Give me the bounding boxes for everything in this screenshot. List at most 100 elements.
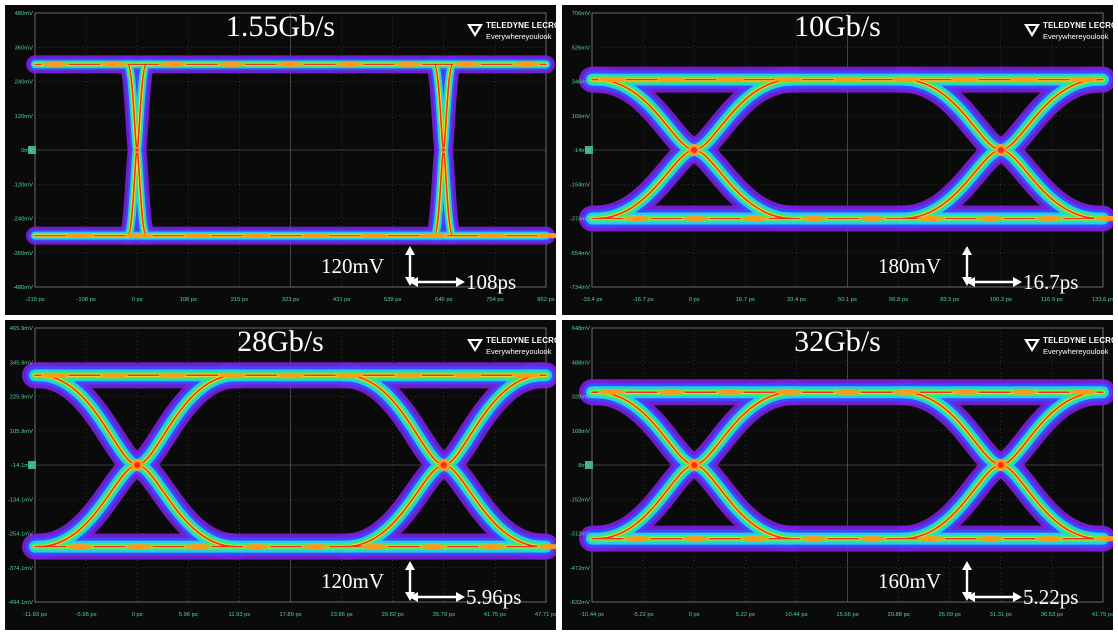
y-tick-label: -254.1mV — [8, 532, 33, 538]
data-rate-title: 28Gb/s — [237, 325, 324, 358]
hot-spot — [217, 61, 246, 67]
hot-spot — [301, 233, 330, 239]
y-tick-label: -152mV — [570, 497, 590, 503]
hot-spot — [41, 61, 69, 67]
hot-spot — [537, 233, 556, 239]
y-tick-label: 345.9mV — [10, 360, 33, 366]
y-tick-label: 168mV — [572, 429, 591, 435]
hot-spot — [917, 216, 946, 221]
arrow-head — [405, 246, 415, 255]
hot-spot — [335, 372, 364, 378]
scale-arrows — [962, 561, 1022, 602]
y-tick-labels: 480mV 360mV 240mV 120mV 0mV -120mV -240mV -360m… — [13, 11, 33, 291]
x-tick-label: 50.1 ps — [838, 297, 857, 303]
hot-spot — [537, 544, 556, 550]
x-tick-label: 323 ps — [282, 297, 300, 303]
hot-spot — [623, 536, 651, 542]
arrow-head — [966, 592, 975, 602]
hot-spot — [419, 233, 448, 239]
hot-spot — [892, 389, 921, 395]
teledyne-lecroy-logo: TELEDYNE LECROY Everywhereyoulook — [1023, 19, 1113, 47]
eye-panel-3: 465.9mV 345.9mV 225.9mV 105.9mV -14.1mV -134.… — [5, 320, 556, 630]
hot-spot — [512, 61, 540, 67]
eye-traces — [22, 362, 556, 560]
hot-spot — [858, 536, 887, 542]
y-tick-label: 105.9mV — [10, 429, 33, 435]
eye-traces — [579, 379, 1113, 552]
hot-spot — [1069, 389, 1097, 395]
hot-spot — [681, 216, 710, 221]
hot-spot — [892, 77, 921, 83]
x-tick-label: 646 ps — [435, 297, 453, 303]
scale-arrows — [405, 246, 465, 287]
y-tick-labels: 648mV 488mV 328mV 168mV 8mV -152mV -312mV -472m… — [570, 326, 590, 606]
x-tick-label: 862 ps — [537, 297, 555, 303]
data-rate-title: 10Gb/s — [794, 10, 881, 43]
arrow-head — [456, 592, 465, 602]
x-tick-label: -215 ps — [25, 297, 44, 303]
x-tick-label: 17.89 ps — [279, 612, 301, 618]
y-tick-label: -734mV — [570, 285, 590, 291]
y-tick-label: -194mV — [570, 182, 590, 188]
hot-spot — [158, 372, 187, 378]
hot-spot — [740, 536, 769, 542]
arrow-head — [1013, 277, 1022, 287]
data-rate-title: 1.55Gb/s — [225, 10, 336, 43]
x-tick-label: 47.71 ps — [535, 612, 556, 618]
hot-spot — [1094, 216, 1113, 221]
x-tick-labels: -11.93 ps -5.96 ps 0 ps 5.96 ps 11.93 ps 17.8… — [23, 612, 556, 618]
y-tick-label: 240mV — [15, 80, 34, 86]
arrow-head — [409, 592, 418, 602]
x-tick-label: -5.96 ps — [76, 612, 97, 618]
arrow-head — [405, 561, 415, 570]
y-tick-label: -480mV — [13, 285, 33, 291]
crossing-point — [134, 462, 141, 468]
x-tick-label: -108 ps — [76, 297, 95, 303]
hot-spot — [99, 61, 128, 67]
x-tick-labels: -215 ps -108 ps 0 ps 108 ps 215 ps 323 ps 431 … — [25, 297, 554, 303]
crossing-point — [135, 148, 139, 152]
hot-spot — [242, 233, 271, 239]
hot-spot — [740, 216, 769, 221]
hot-spot — [41, 372, 69, 378]
arrow-head — [962, 246, 972, 255]
y-tick-label: -374.1mV — [8, 566, 33, 572]
y-tick-label: 360mV — [15, 45, 34, 51]
arrow-head — [962, 561, 972, 570]
y-tick-label: 328mV — [572, 395, 591, 401]
hot-spot — [623, 216, 651, 221]
hot-spot — [774, 77, 803, 83]
lecroy-mark-icon — [1024, 24, 1040, 37]
x-tick-label: -33.4 ps — [582, 297, 603, 303]
y-tick-label: -120mV — [13, 182, 33, 188]
hot-spot — [774, 389, 803, 395]
hot-spot — [478, 544, 507, 550]
hot-spot — [1035, 216, 1064, 221]
vertical-scale-label: 120mV — [321, 254, 384, 278]
hot-spot — [656, 389, 685, 395]
y-tick-label: -494.1mV — [8, 600, 33, 606]
eye-traces — [26, 55, 556, 245]
hot-spot — [124, 544, 153, 550]
x-tick-label: 108 ps — [180, 297, 198, 303]
logo-brand: TELEDYNE LECROY — [1043, 336, 1113, 345]
hot-spot — [66, 233, 94, 239]
y-tick-label: -240mV — [13, 217, 33, 223]
hot-spot — [833, 77, 862, 83]
y-tick-label: -134.1mV — [8, 497, 33, 503]
hot-spot — [183, 544, 212, 550]
data-rate-title: 32Gb/s — [794, 325, 881, 358]
hot-spot — [1010, 77, 1039, 83]
hot-spot — [1035, 536, 1064, 542]
x-tick-label: 41.75 ps — [1092, 612, 1113, 618]
arrow-head — [456, 277, 465, 287]
eye-traces — [579, 66, 1113, 232]
hot-spot — [276, 372, 305, 378]
y-tick-label: -14mV — [573, 148, 590, 154]
logo-brand: TELEDYNE LECROY — [1043, 21, 1113, 30]
logo-brand: TELEDYNE LECROY — [486, 21, 556, 30]
x-tick-label: 539 ps — [384, 297, 402, 303]
hot-spot — [858, 216, 887, 221]
hot-spot — [799, 216, 828, 221]
x-tick-label: 431 ps — [333, 297, 351, 303]
